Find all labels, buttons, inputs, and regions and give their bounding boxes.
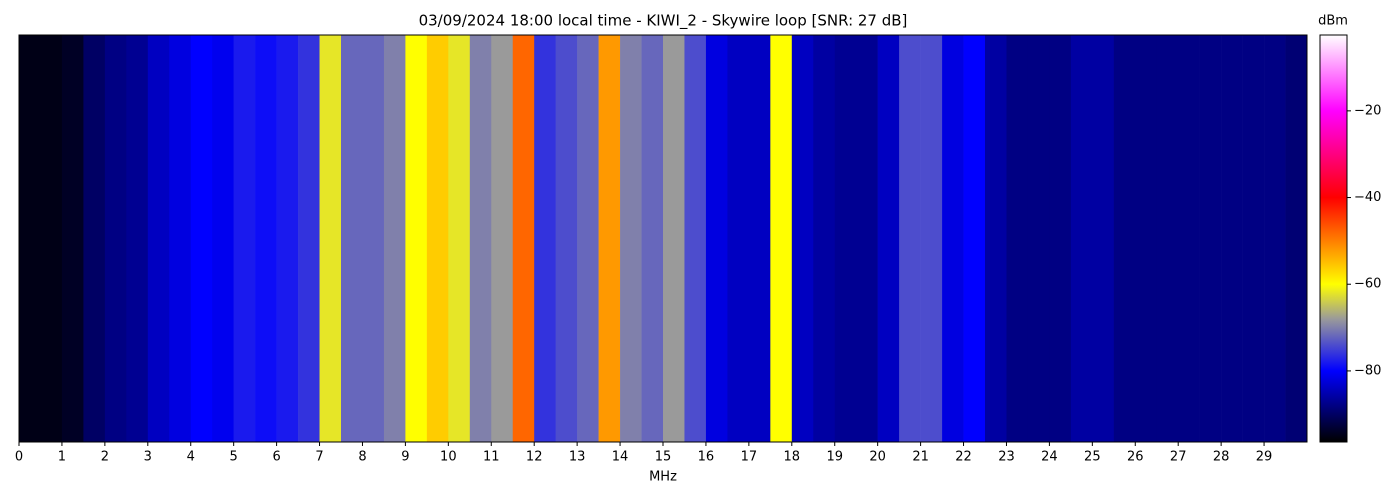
spectrum-column [1242, 35, 1265, 442]
spectrum-column [19, 35, 41, 442]
spectrum-column [727, 35, 750, 442]
spectrum-column [405, 35, 428, 442]
colorbar-tick-label: −20 [1354, 103, 1381, 118]
x-tick-label: 24 [1041, 450, 1058, 465]
spectrum-column [40, 35, 63, 442]
spectrum-column [1113, 35, 1136, 442]
spectrum-column [233, 35, 256, 442]
spectrum-column [1264, 35, 1286, 442]
x-tick-label: 3 [144, 450, 152, 465]
spectrum-column [1156, 35, 1179, 442]
x-tick-label: 28 [1213, 450, 1230, 465]
x-tick-label: 17 [741, 450, 758, 465]
spectrum-column [555, 35, 578, 442]
spectrum-column [1199, 35, 1222, 442]
spectrum-column [1006, 35, 1029, 442]
x-tick-label: 4 [187, 450, 195, 465]
x-tick-label: 2 [101, 450, 109, 465]
spectrum-column [190, 35, 213, 442]
x-tick-label: 22 [955, 450, 972, 465]
spectrum-column [469, 35, 492, 442]
x-tick-label: 13 [569, 450, 586, 465]
x-tick-label: 15 [655, 450, 672, 465]
x-tick-label: 1 [58, 450, 66, 465]
colorbar-tick-label: −60 [1354, 277, 1381, 292]
x-tick-label: 18 [784, 450, 801, 465]
x-tick-label: 11 [483, 450, 500, 465]
x-tick-label: 9 [401, 450, 409, 465]
x-tick-label: 19 [826, 450, 843, 465]
spectrum-column [426, 35, 449, 442]
spectrum-column [383, 35, 406, 442]
spectrum-column [1178, 35, 1200, 442]
x-tick-label: 8 [358, 450, 366, 465]
x-tick-label: 21 [912, 450, 929, 465]
x-tick-label: 10 [440, 450, 457, 465]
spectrum-column [61, 35, 84, 442]
x-tick-label: 26 [1127, 450, 1144, 465]
spectrum-column [985, 35, 1007, 442]
colorbar-tick-label: −40 [1354, 190, 1381, 205]
spectrum-column [684, 35, 707, 442]
spectrum-column [491, 35, 514, 442]
spectrum-column [1135, 35, 1158, 442]
spectrum-column [448, 35, 471, 442]
x-tick-label: 29 [1256, 450, 1273, 465]
spectrum-column [341, 35, 363, 442]
spectrum-column [770, 35, 793, 442]
x-tick-label: 23 [998, 450, 1015, 465]
spectrum-column [920, 35, 943, 442]
x-tick-label: 5 [230, 450, 238, 465]
spectrum-column [705, 35, 728, 442]
spectrum-column [362, 35, 385, 442]
spectrum-column [212, 35, 234, 442]
spectrum-column [963, 35, 986, 442]
x-tick-label: 0 [15, 450, 23, 465]
spectrum-column [1221, 35, 1243, 442]
chart-title: 03/09/2024 18:00 local time - KIWI_2 - S… [419, 12, 908, 31]
spectrum-column [147, 35, 170, 442]
spectrum-column [255, 35, 277, 442]
x-axis-label: MHz [649, 470, 677, 485]
spectrum-column [856, 35, 878, 442]
spectrum-column [813, 35, 836, 442]
spectrum-column [577, 35, 599, 442]
spectrum-column [1049, 35, 1072, 442]
spectrum-column [169, 35, 192, 442]
spectrum-column [1070, 35, 1093, 442]
spectrum-column [512, 35, 535, 442]
spectrum-column [1285, 35, 1308, 442]
spectrum-column [663, 35, 685, 442]
spectrum-column [1027, 35, 1050, 442]
spectrum-column [791, 35, 814, 442]
x-tick-label: 6 [272, 450, 280, 465]
spectrum-column [83, 35, 106, 442]
spectrum-column [620, 35, 642, 442]
x-tick-label: 14 [612, 450, 629, 465]
spectrum-column [899, 35, 921, 442]
x-tick-label: 12 [526, 450, 543, 465]
spectrum-column [598, 35, 621, 442]
spectrum-column [834, 35, 857, 442]
spectrum-column [319, 35, 342, 442]
colorbar-tick-label: −80 [1354, 363, 1381, 378]
spectrum-column [877, 35, 900, 442]
spectrum-column [748, 35, 771, 442]
spectrum-column [126, 35, 149, 442]
spectrum-column [641, 35, 664, 442]
spectrum-column [942, 35, 964, 442]
spectrum-column [534, 35, 556, 442]
colorbar-label: dBm [1318, 14, 1348, 29]
x-tick-label: 25 [1084, 450, 1101, 465]
x-tick-label: 27 [1170, 450, 1187, 465]
colorbar [1319, 34, 1348, 443]
spectrum-column [276, 35, 299, 442]
spectrum-column [1092, 35, 1115, 442]
x-tick-label: 20 [869, 450, 886, 465]
x-tick-label: 16 [698, 450, 715, 465]
spectrum-column [104, 35, 127, 442]
spectrum-column [298, 35, 320, 442]
x-tick-label: 7 [315, 450, 323, 465]
